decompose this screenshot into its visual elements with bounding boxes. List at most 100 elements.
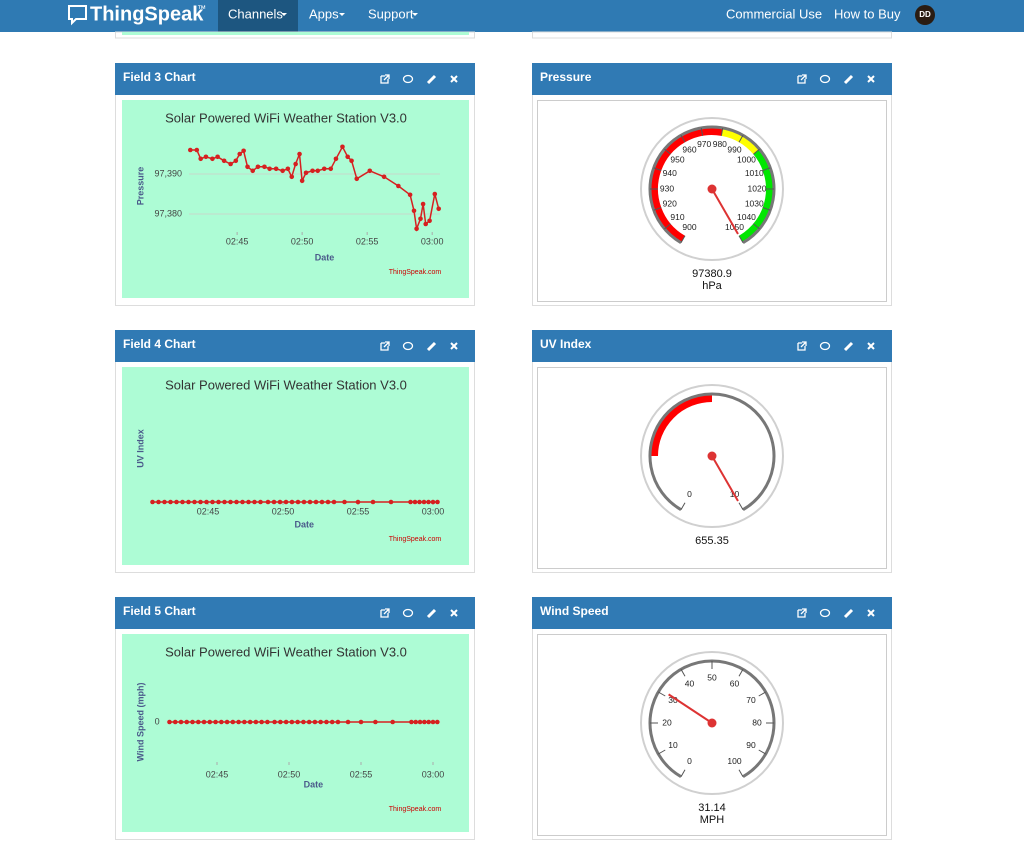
icon-popout[interactable]: [797, 608, 807, 618]
panel-header: [532, 597, 892, 629]
x-tick-label: 03:00: [422, 769, 445, 779]
data-point: [349, 158, 354, 164]
panel-header: [115, 330, 475, 362]
data-point: [237, 151, 243, 157]
data-point: [277, 499, 283, 505]
data-point: [315, 168, 321, 174]
icon-popout[interactable]: [380, 341, 390, 351]
icon-edit[interactable]: [426, 608, 437, 619]
icon-close[interactable]: [450, 609, 458, 617]
data-point: [178, 719, 184, 725]
data-point: [407, 192, 413, 198]
icon-comment[interactable]: [402, 608, 414, 618]
data-point: [203, 154, 209, 160]
icon-edit[interactable]: [426, 74, 437, 85]
chart-title: Solar Powered WiFi Weather Station V3.0: [165, 110, 407, 125]
y-axis-label: UV Index: [135, 429, 145, 468]
gauge-tick: [738, 669, 744, 677]
caret: [412, 13, 418, 16]
gauge-hub: [707, 718, 717, 728]
icon-popout[interactable]: [797, 74, 807, 84]
credit: ThingSpeak.com: [389, 806, 442, 813]
x-tick-label: 02:55: [347, 506, 370, 516]
x-tick-label: 02:45: [206, 769, 229, 779]
icon-close[interactable]: [867, 609, 875, 617]
data-point: [273, 166, 279, 172]
x-tick-label: 03:00: [422, 506, 445, 516]
active-menu-bg: [218, 0, 298, 32]
data-point: [184, 719, 190, 725]
icon-popout[interactable]: [797, 341, 807, 351]
data-point: [413, 719, 419, 725]
panel-title: Pressure: [540, 70, 592, 84]
gauge-tick: [653, 167, 662, 172]
icon-comment[interactable]: [819, 74, 831, 84]
gauge-tick-label: 90: [746, 740, 756, 750]
icon-edit[interactable]: [843, 74, 854, 85]
data-point: [252, 499, 257, 505]
gauge-tick-label: 60: [730, 678, 740, 688]
gauge-tick-label: 20: [662, 717, 672, 727]
data-point: [192, 499, 197, 505]
data-point: [245, 164, 250, 170]
data-point: [408, 499, 413, 505]
avatar[interactable]: [915, 5, 935, 25]
icon-edit[interactable]: [426, 341, 437, 352]
data-point: [432, 191, 438, 197]
icon-comment[interactable]: [819, 341, 831, 351]
icon-close[interactable]: [450, 342, 458, 350]
data-point: [221, 158, 227, 164]
nav-menu[interactable]: Support: [368, 6, 414, 21]
brand[interactable]: ThingSpeak: [90, 3, 204, 25]
nav-link[interactable]: Commercial Use: [726, 6, 822, 21]
icon-comment[interactable]: [402, 341, 414, 351]
x-axis-label: Date: [294, 519, 314, 529]
panel-title: UV Index: [540, 337, 592, 351]
icon-edit[interactable]: [843, 341, 854, 352]
nav-menu[interactable]: Apps: [309, 6, 339, 21]
data-point: [240, 499, 245, 505]
gauge-tick-label: 970: [697, 139, 711, 149]
data-point: [194, 147, 200, 153]
icon-close[interactable]: [450, 75, 458, 83]
data-point: [313, 499, 319, 505]
gauge-tick-label: 1010: [745, 168, 764, 178]
gauge-tick-label: 950: [670, 154, 684, 164]
data-point: [289, 499, 295, 505]
data-point: [285, 166, 291, 172]
gauge-tick: [762, 167, 771, 172]
icon-popout[interactable]: [380, 74, 390, 84]
y-tick-label: 97,380: [154, 208, 182, 218]
gauge-tick-label: 0: [687, 756, 692, 766]
gauge-tick: [758, 749, 766, 755]
chart-title: Solar Powered WiFi Weather Station V3.0: [165, 377, 407, 392]
gauge-tick: [738, 502, 744, 510]
icon-comment[interactable]: [402, 74, 414, 84]
data-point: [207, 719, 213, 725]
data-point: [388, 499, 394, 505]
x-tick-label: 02:55: [356, 236, 379, 246]
icon-comment[interactable]: [819, 608, 831, 618]
icon-close[interactable]: [867, 342, 875, 350]
data-point: [321, 166, 327, 172]
data-point: [222, 499, 227, 505]
data-point: [324, 719, 329, 725]
icon-close[interactable]: [867, 75, 875, 83]
data-point: [293, 161, 298, 167]
gauge-tick: [680, 502, 686, 510]
x-tick-label: 02:45: [197, 506, 220, 516]
gauge-tick-label: 40: [685, 678, 695, 688]
data-point: [381, 174, 387, 180]
data-point: [201, 719, 207, 725]
gauge-tick: [658, 691, 666, 697]
nav-link[interactable]: How to Buy: [834, 6, 901, 21]
data-point: [342, 499, 347, 505]
gauge-unit: MPH: [700, 814, 725, 826]
credit: ThingSpeak.com: [389, 536, 442, 543]
gauge-tick-label: 50: [707, 672, 717, 682]
icon-edit[interactable]: [843, 608, 854, 619]
icon-popout[interactable]: [380, 608, 390, 618]
data-point: [233, 158, 239, 164]
data-point: [247, 719, 253, 725]
nav-menu[interactable]: Channels: [228, 6, 283, 21]
